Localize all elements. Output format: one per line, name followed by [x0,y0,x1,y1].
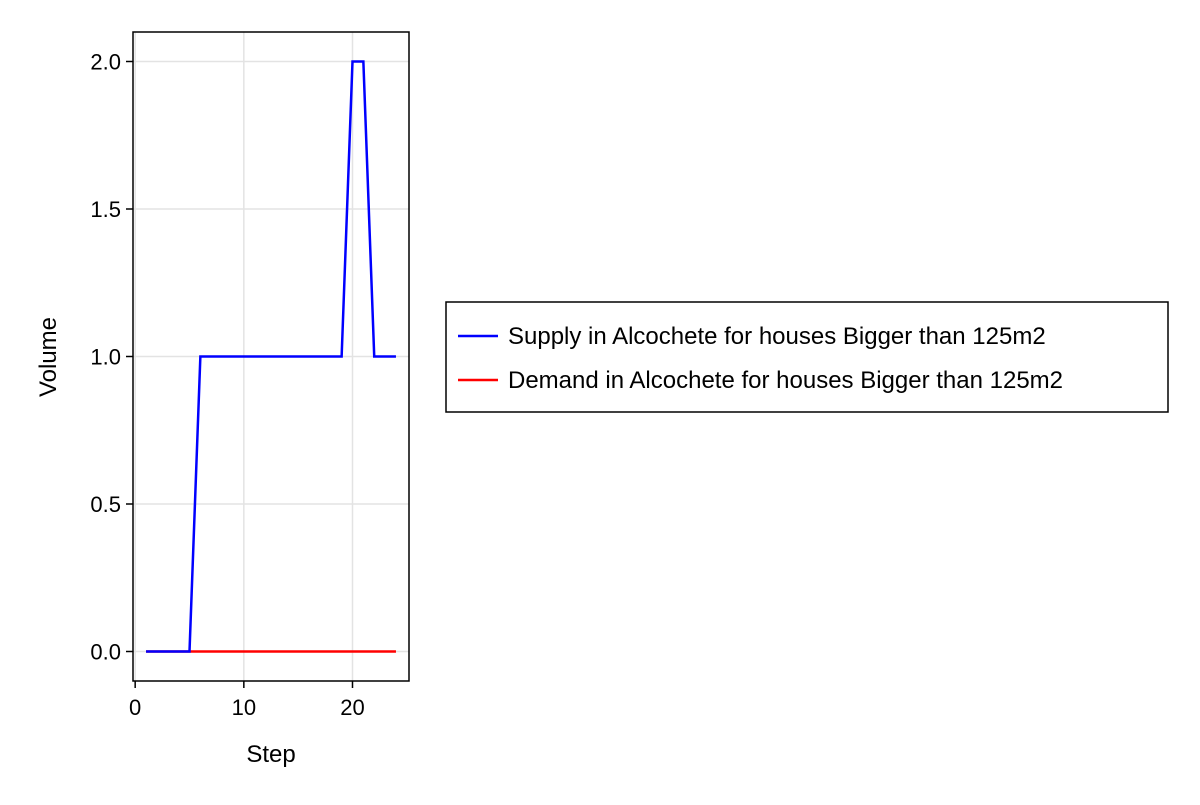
y-tick-label: 0.5 [90,492,121,517]
legend-label-supply: Supply in Alcochete for houses Bigger th… [508,323,1046,350]
y-tick-label: 2.0 [90,50,121,75]
y-tick-label: 1.5 [90,197,121,222]
series-line-supply [146,60,396,653]
y-axis-label: Volume [35,317,62,397]
x-tick-label: 0 [129,695,141,720]
y-tick-label: 0.0 [90,640,121,665]
x-tick-label: 20 [340,695,364,720]
legend-box [445,301,1169,413]
x-tick-label: 10 [232,695,256,720]
ticks-layer: 0.0 0.5 1.0 1.5 2.0 0 10 20 [90,50,364,721]
x-axis-label: Step [246,741,295,768]
legend-label-demand: Demand in Alcochete for houses Bigger th… [508,367,1063,394]
y-tick-label: 1.0 [90,345,121,370]
series-layer [146,60,396,653]
legend: Supply in Alcochete for houses Bigger th… [445,301,1169,413]
